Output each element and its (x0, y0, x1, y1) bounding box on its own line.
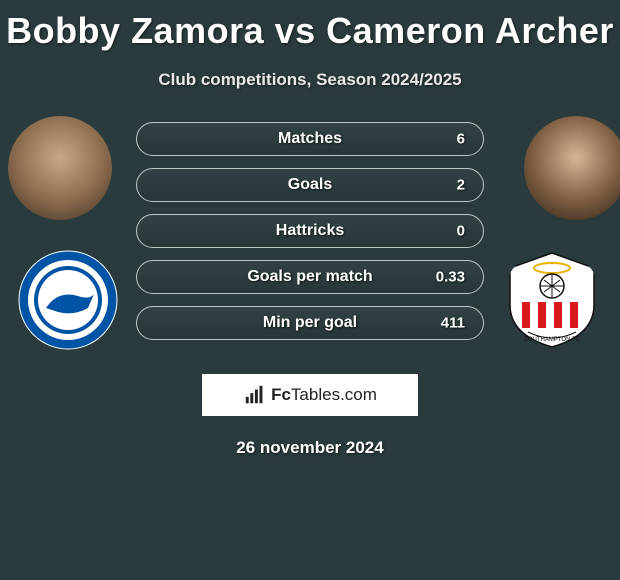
player-right-avatar (524, 116, 620, 220)
stat-row: Min per goal 411 (136, 306, 484, 340)
stat-label: Min per goal (263, 314, 357, 332)
player-right-face-icon (524, 116, 620, 220)
stat-value-right: 411 (441, 315, 465, 332)
stat-label: Goals (288, 176, 332, 194)
subtitle: Club competitions, Season 2024/2025 (0, 70, 620, 90)
comparison-area: SOUTHAMPTON FC Matches 6 Goals 2 Hattric… (0, 122, 620, 372)
bar-chart-icon (243, 384, 265, 406)
stat-value-right: 2 (457, 177, 465, 194)
stats-list: Matches 6 Goals 2 Hattricks 0 Goals per … (136, 122, 484, 352)
branding-text: FcTables.com (271, 385, 377, 405)
stat-row: Matches 6 (136, 122, 484, 156)
stat-value-right: 0.33 (436, 269, 465, 286)
stat-label: Hattricks (276, 222, 344, 240)
player-left-face-icon (8, 116, 112, 220)
page-title: Bobby Zamora vs Cameron Archer (0, 0, 620, 52)
player-left-avatar (8, 116, 112, 220)
stat-label: Goals per match (247, 268, 372, 286)
brighton-badge-icon (18, 250, 118, 350)
stat-row: Goals per match 0.33 (136, 260, 484, 294)
club-right-badge: SOUTHAMPTON FC (502, 250, 602, 350)
stat-row: Hattricks 0 (136, 214, 484, 248)
branding-box: FcTables.com (202, 374, 418, 416)
date-text: 26 november 2024 (0, 438, 620, 458)
stat-row: Goals 2 (136, 168, 484, 202)
club-left-badge (18, 250, 118, 350)
svg-text:SOUTHAMPTON FC: SOUTHAMPTON FC (524, 337, 581, 343)
stat-value-right: 6 (457, 131, 465, 148)
stat-label: Matches (278, 130, 342, 148)
stat-value-right: 0 (457, 223, 465, 240)
southampton-badge-icon: SOUTHAMPTON FC (502, 250, 602, 350)
